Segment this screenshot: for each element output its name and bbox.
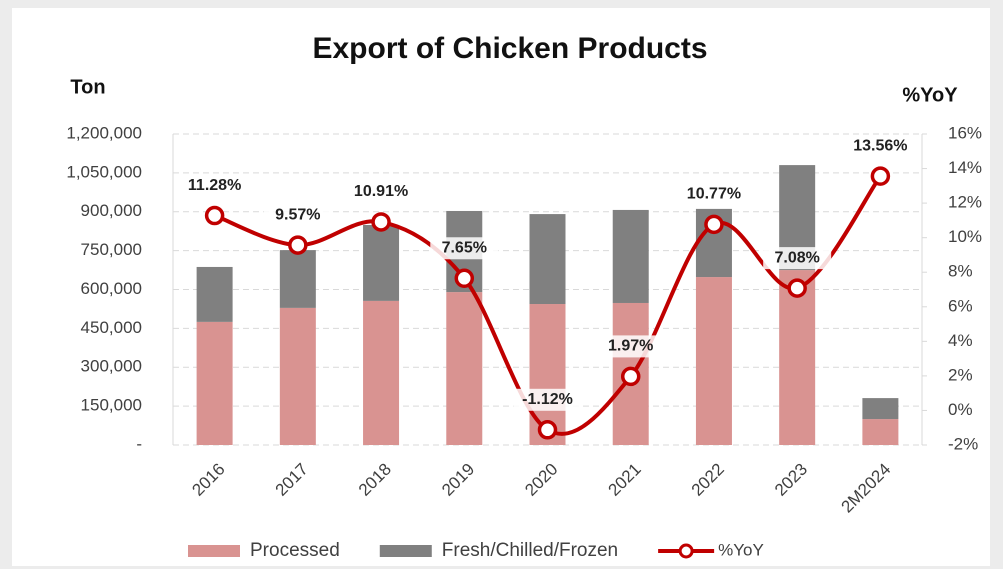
line-marker <box>870 166 891 186</box>
bar <box>695 277 732 445</box>
y-tick-label: 300,000 <box>81 357 142 376</box>
bar <box>196 321 233 445</box>
bar <box>862 419 899 445</box>
line-marker <box>537 420 558 440</box>
bar <box>612 209 649 303</box>
chart-title: Export of Chicken Products <box>312 32 707 65</box>
y-tick-label: 1,050,000 <box>66 162 142 181</box>
data-label: 13.56% <box>853 137 907 154</box>
y-tick-label: 1,200,000 <box>66 123 142 142</box>
y-tick-label: 750,000 <box>81 240 142 259</box>
legend-label: %YoY <box>718 540 764 559</box>
y-tick-label: 450,000 <box>81 318 142 337</box>
card <box>12 8 990 566</box>
data-label-bg <box>430 237 499 260</box>
data-label: 11.28% <box>188 177 241 194</box>
data-label: 9.57% <box>275 206 320 223</box>
data-label: 10.77% <box>687 186 741 203</box>
y-tick-label: 150,000 <box>81 396 142 415</box>
y2-tick-label: -2% <box>948 434 978 453</box>
bar <box>779 270 816 445</box>
data-label-bg <box>846 135 915 158</box>
data-label-bg <box>763 247 832 270</box>
y2-tick-label: 0% <box>948 400 973 419</box>
y2-tick-label: 4% <box>948 331 973 350</box>
line-marker <box>787 278 807 298</box>
legend-swatch <box>379 545 432 557</box>
data-label-bg <box>679 183 748 206</box>
line-marker <box>204 205 225 226</box>
data-label-bg <box>596 335 665 358</box>
bar <box>279 250 316 308</box>
legend-label: Fresh/Chilled/Frozen <box>442 540 618 561</box>
y-tick-label: 900,000 <box>81 201 142 220</box>
data-label: 10.91% <box>354 183 408 200</box>
bar <box>363 224 400 301</box>
y2-tick-label: 14% <box>948 158 982 177</box>
y2-tick-label: 2% <box>948 365 973 384</box>
data-label: -1.12% <box>522 391 573 408</box>
legend-marker <box>678 543 694 559</box>
y2-tick-label: 8% <box>948 262 973 281</box>
y-tick-label: - <box>136 434 142 453</box>
bar <box>279 307 316 445</box>
line-marker <box>288 235 308 255</box>
data-label-bg <box>263 204 332 227</box>
data-label: 1.97% <box>608 338 653 355</box>
data-label-bg <box>180 174 249 197</box>
line-marker <box>704 214 724 235</box>
y2-tick-label: 6% <box>948 296 973 315</box>
bar <box>529 214 566 305</box>
y-axis-title: Ton <box>70 76 105 98</box>
y2-tick-label: 12% <box>948 193 982 212</box>
line-marker <box>620 366 641 387</box>
y2-tick-label: 16% <box>948 123 982 142</box>
line-marker <box>371 212 391 232</box>
line-marker <box>454 268 475 289</box>
data-label: 7.08% <box>774 249 819 266</box>
y2-tick-label: 10% <box>948 227 982 246</box>
bar <box>862 398 899 420</box>
legend-swatch <box>188 545 240 557</box>
bar <box>363 300 400 445</box>
line <box>213 174 883 436</box>
data-label-bg <box>513 388 582 411</box>
bar <box>446 292 483 445</box>
data-label-bg <box>347 180 416 203</box>
y2-axis-title: %YoY <box>902 84 958 106</box>
legend-label: Processed <box>250 540 340 561</box>
y-tick-label: 600,000 <box>81 279 142 298</box>
data-label: 7.65% <box>442 239 487 256</box>
bar <box>196 266 233 322</box>
